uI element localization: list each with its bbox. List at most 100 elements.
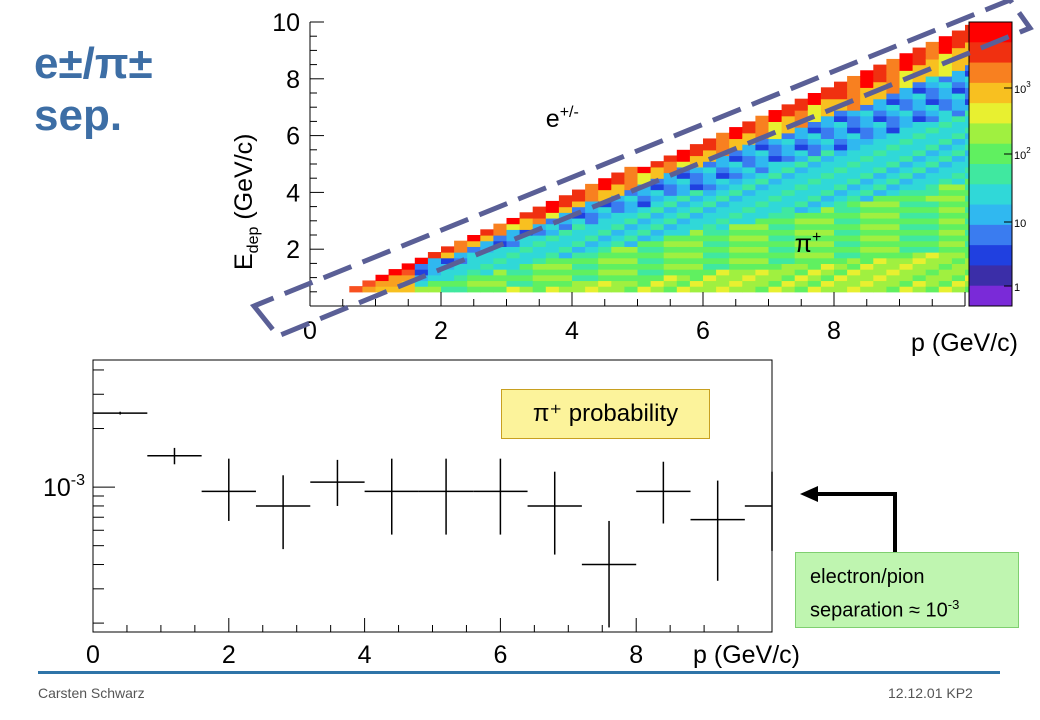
heatmap-cell [951,223,966,230]
heatmap-cell [585,229,599,236]
heatmap-cell [703,212,717,219]
heatmap-cell [729,217,743,225]
heatmap-cell [650,235,665,242]
heatmap-cell [558,263,573,270]
heatmap-cell [847,93,861,100]
heatmap-cell [755,217,770,225]
heatmap-cell [951,98,966,105]
heatmap-cell [847,183,861,191]
heatmap-cell [938,127,953,134]
heatmap-cell [886,206,901,213]
heatmap-cell [729,149,743,157]
heatmap-cell [807,110,822,117]
heatmap-cell [781,149,796,157]
heatmap-cell [467,235,481,242]
heatmap-cell [742,257,756,264]
heatmap-cell [847,206,861,213]
heatmap-cell [585,252,599,259]
heatmap-cell [703,269,717,276]
heatmap-cell [951,183,966,191]
heatmap-cell [886,252,901,259]
heatmap-cell [703,246,717,253]
heatmap-cell [703,223,717,230]
heatmap-cell [834,263,848,270]
heatmap-cell [729,286,743,293]
heatmap-cell [925,166,940,174]
heatmap-cell [925,64,940,71]
heatmap-cell [532,235,547,242]
heatmap-cell [899,183,914,191]
heatmap-cell [938,246,953,253]
heatmap-cell [899,212,914,219]
heatmap-cell [886,58,901,66]
heatmap-cell [912,64,927,71]
heatmap-cell [558,206,573,213]
heatmap-cell [716,166,730,174]
heatmap-cell [860,212,874,219]
heatmap-cell [598,206,612,213]
heatmap-cell [703,229,717,236]
heatmap-cell [873,98,887,105]
heatmap-cell [637,240,652,247]
heatmap-cell [689,189,704,196]
heatmap-cell [729,206,743,213]
heatmap-cell [834,280,848,287]
heatmap-cell [912,132,927,140]
heatmap-cell [768,229,783,236]
heatmap-cell [794,206,809,213]
heatmap-cell [755,280,770,287]
heatmap-cell [807,252,822,259]
heatmap-cell [899,217,914,225]
heatmap-cell [820,246,835,253]
heatmap-cell [938,235,953,242]
heatmap-colorbar: 1 10 102 103 [968,21,1031,307]
heatmap-cell [598,257,612,264]
heatmap-cell [703,189,717,196]
heatmap-cell [873,64,887,71]
heatmap-cell [873,246,887,253]
heatmap-cell [768,144,783,151]
heatmap-cell [860,263,874,270]
arrow-icon [800,486,897,552]
heatmap-x-tick-label: 2 [434,317,448,345]
heatmap-cell [441,269,455,276]
heatmap-cell [912,87,927,94]
heatmap-cell [847,81,861,88]
heatmap-cell [624,269,639,276]
heatmap-cell [467,246,481,253]
heatmap-cell [663,161,678,168]
heatmap-cell [676,200,691,208]
heatmap-cell [820,252,835,259]
heatmap-cell [729,269,743,276]
heatmap-cell [951,161,966,168]
heatmap-cell [860,189,874,196]
heatmap-cell [807,212,822,219]
heatmap-cell [506,223,521,230]
heatmap-cell [676,189,691,196]
heatmap-cell [755,235,770,242]
heatmap-cell [716,240,730,247]
heatmap-cell [820,132,835,140]
heatmap-cell [598,223,612,230]
heatmap-cell [637,280,652,287]
heatmap-cell [820,206,835,213]
heatmap-cell [650,257,665,264]
heatmap-cell [834,81,848,88]
heatmap-cell [847,149,861,157]
heatmap-cell [585,189,599,196]
heatmap-cell [493,280,508,287]
heatmap-cell [925,132,940,140]
heatmap-cell [768,257,783,264]
heatmap-cell [716,257,730,264]
heatmap-cell [873,189,887,196]
heatmap-cell [860,200,874,208]
heatmap-cell [532,212,547,219]
heatmap-cell [572,269,586,276]
heatmap-cell [598,195,612,202]
heatmap-cell [624,206,639,213]
heatmap-cell [899,144,914,151]
heatmap-cell [834,93,848,100]
heatmap-cell [899,280,914,287]
heatmap-cell [807,121,822,128]
heatmap-cell [938,229,953,236]
